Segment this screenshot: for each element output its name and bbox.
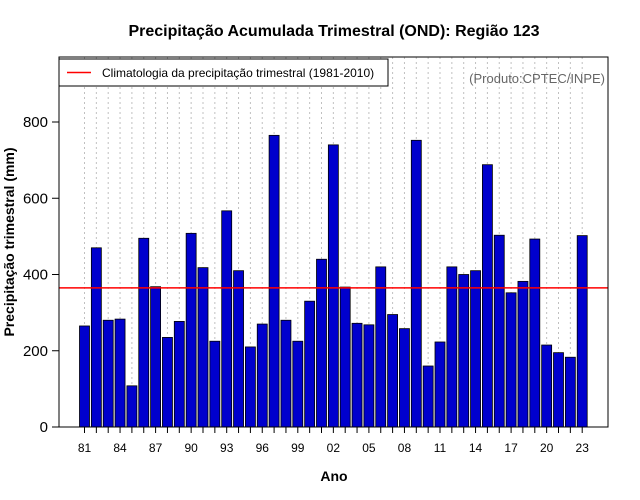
legend: Climatologia da precipitação trimestral …: [58, 58, 389, 87]
bar-1987: [150, 286, 162, 428]
bar-1983: [102, 319, 114, 428]
bar-1996: [256, 323, 268, 428]
y-axis: 0 200 400 600 800: [23, 114, 59, 436]
bar-1998: [280, 319, 292, 428]
x-tick-label: 08: [398, 441, 412, 455]
bar-2001: [316, 258, 327, 428]
bar-2013: [458, 274, 470, 428]
bar-1990: [185, 232, 197, 428]
x-tick-label: 17: [504, 441, 518, 455]
x-tick-label: 84: [113, 441, 127, 455]
y-tick-label: 200: [23, 343, 48, 360]
x-tick-label: 05: [362, 441, 376, 455]
x-tick-label: 14: [469, 441, 483, 455]
x-tick-label: 02: [327, 441, 341, 455]
x-tick-label: 93: [220, 441, 234, 455]
bar-2002: [327, 144, 339, 428]
bar-1995: [244, 346, 256, 428]
bar-2008: [399, 328, 410, 428]
bar-2015: [481, 164, 493, 428]
bar-2021: [553, 352, 564, 428]
bar-2003: [339, 286, 351, 428]
bar-2016: [493, 234, 505, 428]
bar-2017: [505, 292, 517, 428]
x-tick-label: 11: [434, 441, 447, 455]
bar-2023: [576, 235, 588, 428]
bar-2000: [304, 300, 316, 428]
bar-1984: [114, 318, 126, 428]
x-tick-label: 20: [540, 441, 554, 455]
x-tick-label: 90: [184, 441, 198, 455]
bar-1989: [173, 320, 185, 428]
bar-2004: [351, 322, 363, 428]
x-tick-label: 96: [256, 441, 270, 455]
y-axis-title: Precipitação trimestral (mm): [1, 147, 17, 336]
bar-1994: [233, 270, 244, 428]
x-axis-title: Ano: [320, 468, 347, 484]
bar-2018: [517, 280, 529, 428]
bar-1982: [90, 247, 102, 428]
bar-1999: [292, 340, 304, 428]
y-tick-label: 0: [40, 419, 48, 436]
bar-2019: [529, 238, 541, 428]
bar-2022: [564, 356, 576, 428]
x-tick-label: 23: [576, 441, 590, 455]
bar-2006: [375, 266, 387, 428]
y-tick-label: 600: [23, 190, 48, 207]
bar-1985: [126, 385, 138, 428]
x-tick-label: 87: [149, 441, 163, 455]
bar-2020: [541, 344, 553, 428]
bar-2014: [470, 270, 481, 428]
x-tick-label: 99: [291, 441, 305, 455]
x-tick-label: 81: [78, 441, 92, 455]
bar-1992: [209, 340, 221, 428]
bar-2009: [410, 139, 422, 428]
bar-2010: [422, 365, 434, 428]
product-credit: (Produto:CPTEC/INPE): [469, 71, 605, 86]
bar-1993: [221, 210, 233, 428]
y-tick-label: 800: [23, 114, 48, 131]
bar-1991: [197, 267, 209, 428]
bars-group: [79, 134, 588, 428]
bar-1997: [268, 134, 280, 428]
bar-2007: [387, 314, 399, 428]
chart-title: Precipitação Acumulada Trimestral (OND):…: [128, 23, 539, 40]
bar-2012: [446, 266, 458, 428]
bar-1981: [79, 325, 90, 428]
bar-1988: [162, 337, 173, 428]
bar-1986: [138, 237, 150, 428]
y-tick-label: 400: [23, 267, 48, 284]
x-axis: 81 84 87 90 93 96 99 02 05 08 11 14 17 20 23: [78, 427, 589, 455]
legend-label: Climatologia da precipitação trimestral …: [102, 66, 374, 80]
bar-2011: [434, 341, 446, 428]
bar-2005: [363, 324, 375, 428]
legend-box: [58, 58, 389, 87]
